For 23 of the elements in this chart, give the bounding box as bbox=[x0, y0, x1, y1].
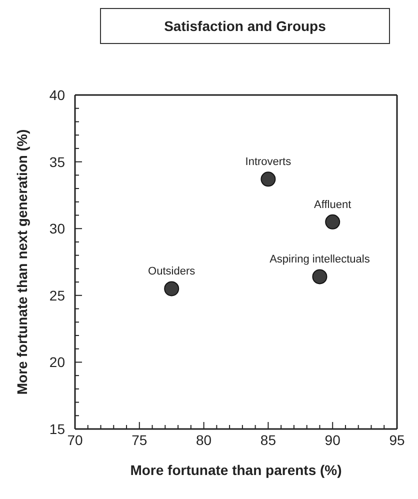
y-axis-title: More fortunate than next generation (%) bbox=[14, 129, 30, 395]
y-tick-label: 25 bbox=[49, 287, 66, 304]
annotation: Aspiring intellectuals bbox=[270, 254, 370, 266]
x-tick-label: 90 bbox=[324, 432, 341, 448]
x-axis-title: More fortunate than parents (%) bbox=[130, 462, 342, 478]
point bbox=[164, 281, 180, 296]
x-tick-label: 85 bbox=[260, 432, 276, 448]
chart-title: Satisfaction and Groups bbox=[100, 8, 390, 44]
point bbox=[260, 172, 276, 187]
x-tick-label: 80 bbox=[196, 432, 212, 448]
x-tick-label: 95 bbox=[389, 432, 405, 448]
y-tick-label: 15 bbox=[49, 421, 66, 437]
point bbox=[312, 269, 328, 284]
y-tick-label: 20 bbox=[49, 354, 66, 370]
y-tick-label: 30 bbox=[49, 220, 66, 237]
x-tick-label: 70 bbox=[67, 432, 83, 448]
y-tick-label: 40 bbox=[49, 87, 66, 103]
x-tick-label: 75 bbox=[132, 432, 148, 448]
annotation: Affluent bbox=[314, 198, 352, 211]
point bbox=[325, 214, 340, 230]
annotation: Introverts bbox=[245, 156, 292, 168]
y-tick-label: 35 bbox=[49, 154, 66, 170]
annotation: Outsiders bbox=[148, 266, 196, 278]
